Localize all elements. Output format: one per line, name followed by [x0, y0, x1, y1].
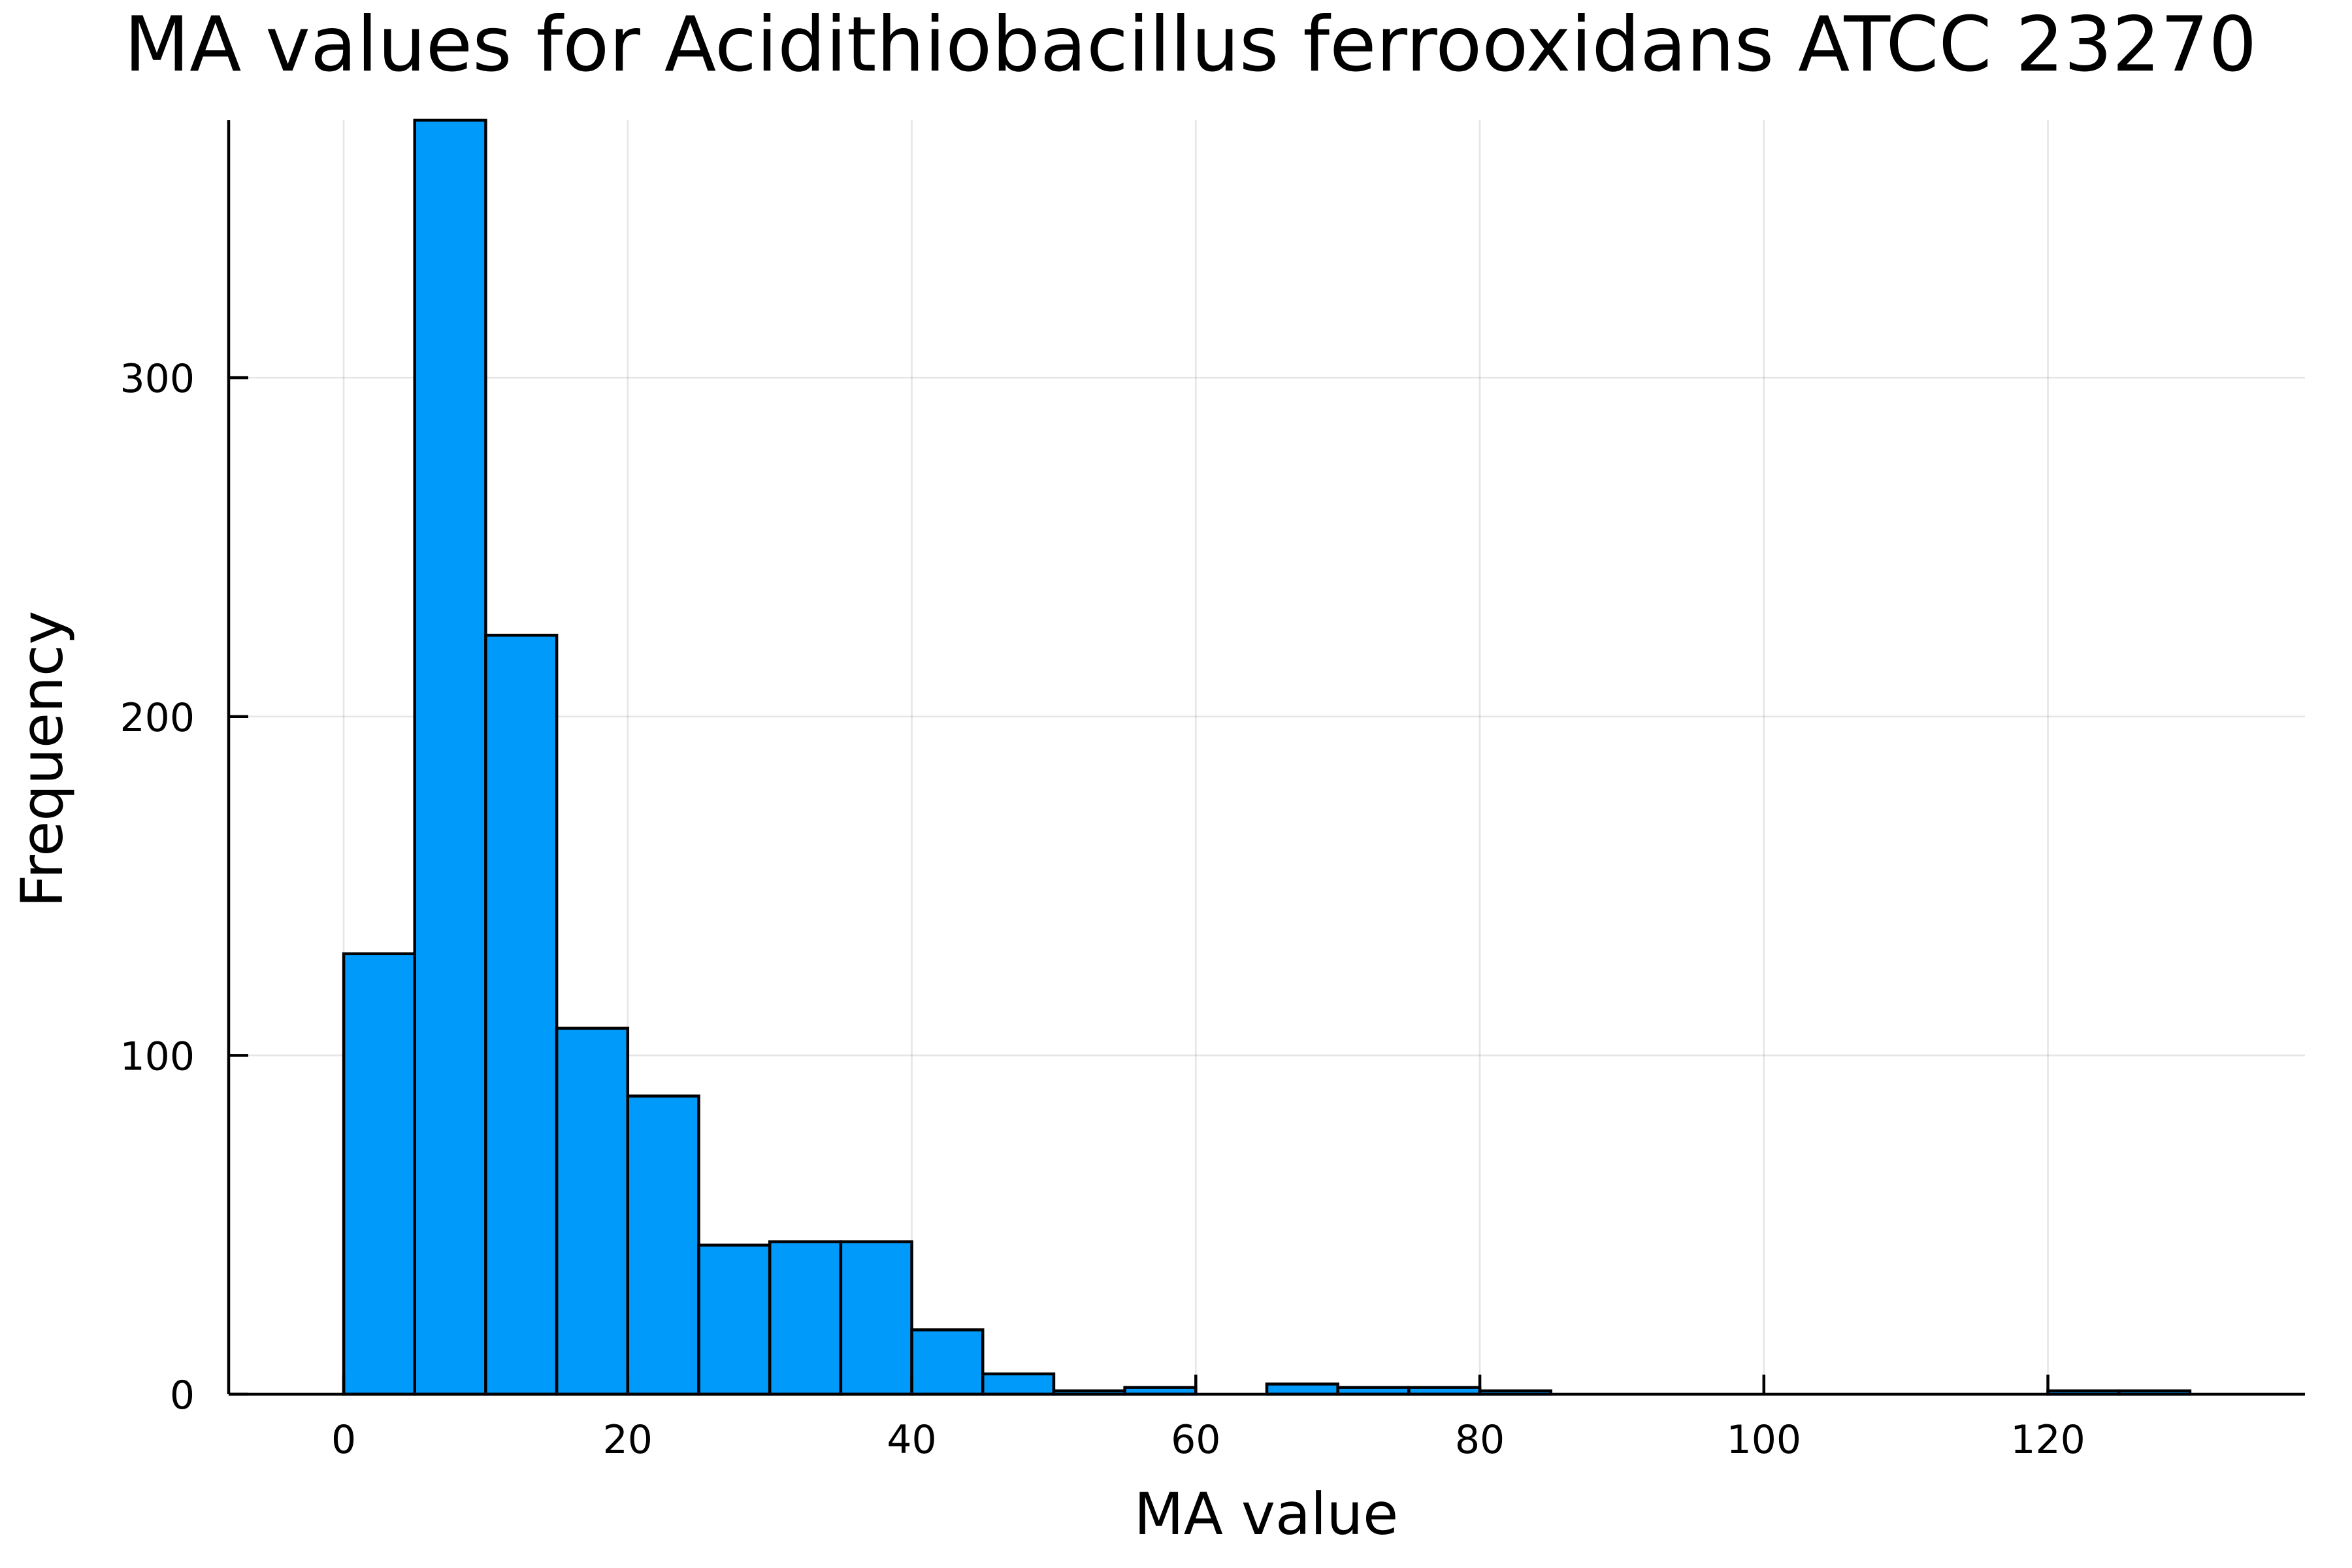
y-tick-label: 100 — [120, 1034, 195, 1079]
histogram-bar — [839, 1240, 913, 1396]
y-tick-label: 300 — [120, 356, 195, 402]
x-axis-label: MA value — [1134, 1480, 1398, 1548]
x-tick-label: 100 — [1727, 1417, 1802, 1463]
x-axis-ticks: 0 20 40 60 80 100 120 — [331, 1375, 2085, 1463]
histogram-bar — [768, 1240, 843, 1396]
histogram-bar — [981, 1372, 1056, 1396]
histogram-bar — [484, 634, 559, 1396]
histogram-bar — [626, 1094, 700, 1396]
x-tick-label: 80 — [1455, 1417, 1505, 1463]
histogram-bar — [413, 118, 487, 1396]
x-tick-label: 0 — [331, 1417, 356, 1463]
y-tick-label: 200 — [120, 695, 195, 741]
x-tick-label: 120 — [2010, 1417, 2085, 1463]
y-axis-label: Frequency — [8, 611, 76, 908]
y-tick-label: 0 — [170, 1373, 195, 1418]
x-tick-label: 40 — [887, 1417, 936, 1463]
axes — [227, 120, 2305, 1396]
chart-title: MA values for Acidithiobacillus ferrooxi… — [124, 1, 2257, 89]
x-tick-label: 60 — [1171, 1417, 1220, 1463]
x-tick-label: 20 — [603, 1417, 653, 1463]
histogram-bar — [1265, 1382, 1339, 1396]
histogram-bar — [555, 1026, 630, 1396]
y-axis-ticks: 0 100 200 300 — [120, 356, 248, 1418]
histogram-bar — [910, 1328, 985, 1396]
histogram-bar — [342, 952, 417, 1396]
histogram-bar — [697, 1243, 772, 1396]
histogram-bars — [342, 118, 2192, 1396]
